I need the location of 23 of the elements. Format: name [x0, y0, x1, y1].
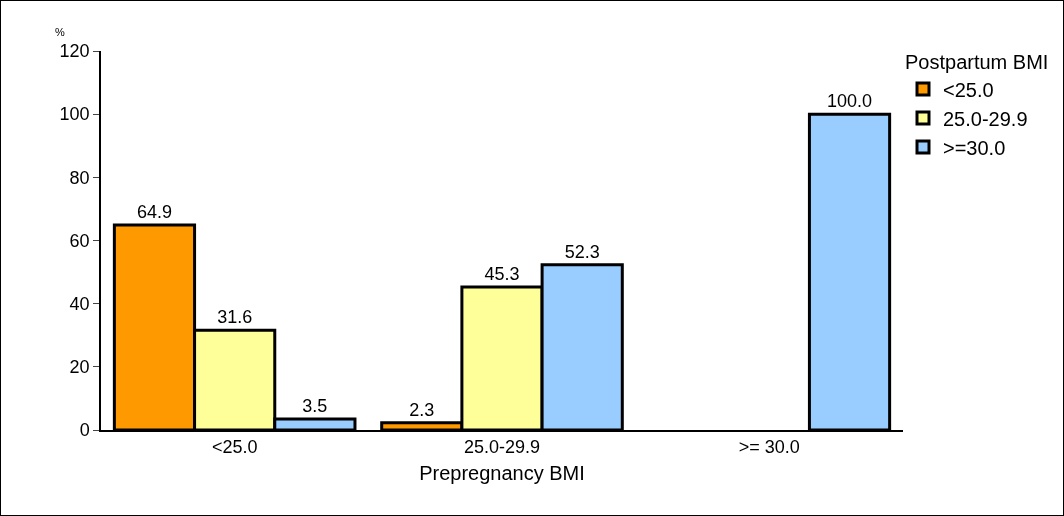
data-label: 64.9	[136, 202, 172, 223]
data-label: 31.6	[217, 307, 253, 328]
x-tick-label: 25.0-29.9	[463, 437, 541, 458]
x-tick-label: >= 30.0	[738, 437, 800, 458]
legend-label: >=30.0	[943, 136, 1006, 159]
y-tick-label: 0	[79, 420, 90, 441]
y-tick-label: 80	[69, 167, 90, 188]
y-tick-label: 120	[59, 41, 90, 62]
legend-label: <25.0	[943, 78, 994, 101]
legend-label: 25.0-29.9	[943, 107, 1028, 130]
data-label: 3.5	[302, 395, 328, 416]
x-tick-label: <25.0	[211, 437, 258, 458]
y-tick-label: 20	[69, 357, 90, 378]
data-label: 45.3	[484, 263, 520, 284]
legend-title: Postpartum BMI	[905, 51, 1049, 74]
x-axis-title: Prepregnancy BMI	[419, 462, 585, 485]
data-label: 100.0	[827, 91, 873, 112]
y-tick-label: 60	[69, 230, 90, 251]
y-tick-label: 100	[59, 104, 90, 125]
data-label: 2.3	[409, 399, 435, 420]
y-tick-label: 40	[69, 293, 90, 314]
data-label: 52.3	[564, 241, 600, 262]
y-axis-title: %	[55, 26, 65, 38]
